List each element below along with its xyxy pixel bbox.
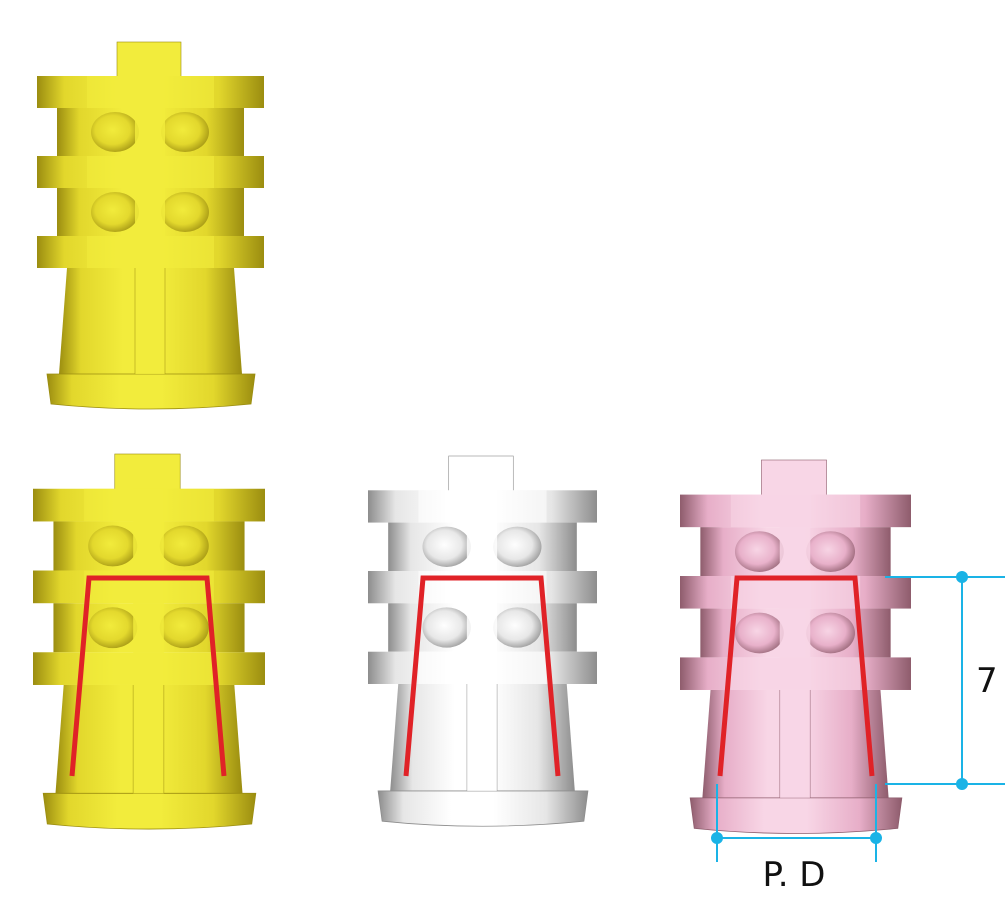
diameter-dim-dot-right <box>870 832 882 844</box>
diameter-label: P. D <box>762 855 825 895</box>
height-dim-dot-bottom <box>956 778 968 790</box>
abutment-white-taper-outline <box>403 575 561 777</box>
abutment-pink <box>680 459 911 834</box>
abutment-white <box>368 455 597 827</box>
abutment-yellow-top <box>37 41 264 410</box>
height-value-label: 7 <box>976 661 998 701</box>
abutment-pink-taper-outline <box>717 575 875 777</box>
abutment-yellow <box>33 453 265 830</box>
dimension-annotations: 7 P. D <box>711 571 1005 895</box>
diameter-dim-dot-left <box>711 832 723 844</box>
height-dim-dot-top <box>956 571 968 583</box>
abutment-yellow-taper-outline <box>69 575 227 777</box>
